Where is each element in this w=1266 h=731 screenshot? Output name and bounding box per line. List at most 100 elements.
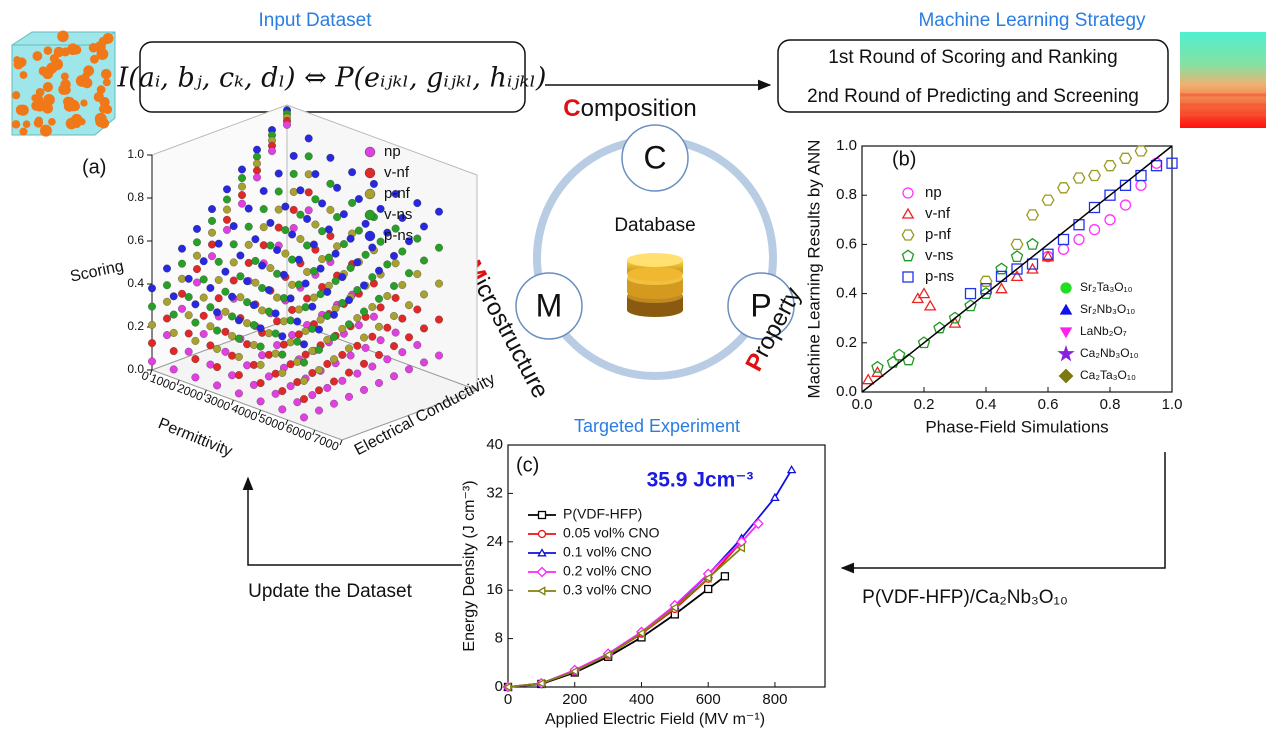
- sphere: [354, 321, 363, 330]
- sphere: [199, 311, 208, 320]
- heatmap: [1180, 32, 1266, 128]
- sphere: [266, 241, 275, 250]
- sphere: [354, 226, 363, 235]
- point: [670, 602, 679, 613]
- particle: [61, 85, 71, 95]
- point: [1104, 214, 1116, 226]
- sphere: [206, 322, 215, 331]
- sphere: [420, 290, 428, 299]
- sphere: [148, 302, 156, 311]
- point: [917, 287, 931, 299]
- point: [752, 518, 764, 530]
- sphere: [360, 385, 368, 394]
- particle: [67, 43, 79, 56]
- sphere: [303, 241, 312, 250]
- sphere: [238, 191, 246, 200]
- sphere: [309, 240, 318, 249]
- sphere: [435, 207, 443, 216]
- sphere: [244, 222, 253, 231]
- z-tick-label: 0.8: [127, 190, 144, 204]
- sphere: [223, 195, 231, 204]
- sphere: [259, 205, 268, 214]
- sphere: [390, 282, 398, 290]
- sphere: [353, 314, 362, 322]
- sphere: [193, 278, 201, 287]
- sphere: [331, 249, 340, 258]
- sphere: [238, 165, 246, 174]
- legend-label: np: [925, 184, 942, 201]
- point: [948, 311, 962, 324]
- particle: [96, 85, 106, 95]
- legend-marker: [364, 167, 376, 179]
- sphere: [193, 251, 201, 260]
- sphere: [271, 369, 280, 378]
- sphere: [234, 316, 243, 325]
- node: [515, 272, 583, 340]
- sphere: [338, 299, 347, 307]
- z-tick-label: 1.0: [127, 147, 144, 161]
- sphere: [323, 359, 332, 368]
- particle: [70, 113, 83, 126]
- point: [503, 682, 512, 692]
- point: [704, 584, 713, 594]
- sphere: [293, 337, 302, 346]
- sphere: [391, 189, 400, 198]
- sphere: [264, 372, 273, 381]
- sphere: [191, 336, 200, 345]
- sphere: [264, 329, 273, 338]
- sphere: [238, 199, 246, 208]
- sphere: [289, 187, 298, 196]
- particle: [53, 46, 65, 58]
- sphere: [258, 284, 267, 292]
- point: [923, 299, 937, 311]
- legend-marker: [364, 209, 376, 221]
- sphere: [288, 305, 297, 314]
- sphere: [169, 328, 178, 337]
- sphere: [413, 305, 422, 314]
- x-tick-label: 0.6: [1038, 396, 1059, 413]
- sphere: [184, 329, 193, 338]
- sphere: [316, 315, 325, 324]
- particle: [98, 118, 110, 129]
- sphere: [199, 257, 208, 266]
- sphere: [361, 250, 370, 259]
- sphere: [339, 240, 348, 249]
- z-tick-label: 0.6: [127, 233, 144, 247]
- point: [1073, 233, 1085, 246]
- sphere: [259, 187, 268, 195]
- sphere: [286, 360, 295, 369]
- sphere: [294, 255, 303, 264]
- sphere: [208, 240, 216, 249]
- sphere: [420, 222, 428, 231]
- fit-line: [861, 145, 1173, 393]
- sphere: [390, 251, 398, 260]
- sphere: [345, 296, 353, 305]
- point: [964, 299, 977, 312]
- sphere: [294, 330, 303, 339]
- x-tick: [230, 399, 234, 406]
- particle: [43, 93, 55, 106]
- sphere: [253, 173, 261, 182]
- sphere: [375, 266, 383, 275]
- point: [979, 275, 993, 287]
- particle: [32, 51, 43, 61]
- legend-marker: [537, 510, 547, 520]
- point: [1057, 182, 1071, 194]
- sphere: [338, 273, 347, 282]
- sphere: [311, 220, 320, 229]
- sphere: [300, 358, 308, 367]
- sphere: [308, 391, 317, 400]
- point: [1150, 160, 1163, 172]
- sphere: [375, 379, 383, 387]
- legend-marker: [364, 230, 376, 242]
- point: [1119, 199, 1132, 211]
- sphere: [376, 237, 385, 246]
- sphere: [286, 316, 295, 325]
- sphere: [346, 263, 355, 272]
- sphere: [228, 371, 237, 380]
- sphere: [163, 264, 171, 273]
- series-line: [507, 547, 743, 688]
- sphere: [338, 376, 347, 385]
- sphere: [259, 223, 268, 232]
- update-label: Update the Dataset: [248, 581, 412, 602]
